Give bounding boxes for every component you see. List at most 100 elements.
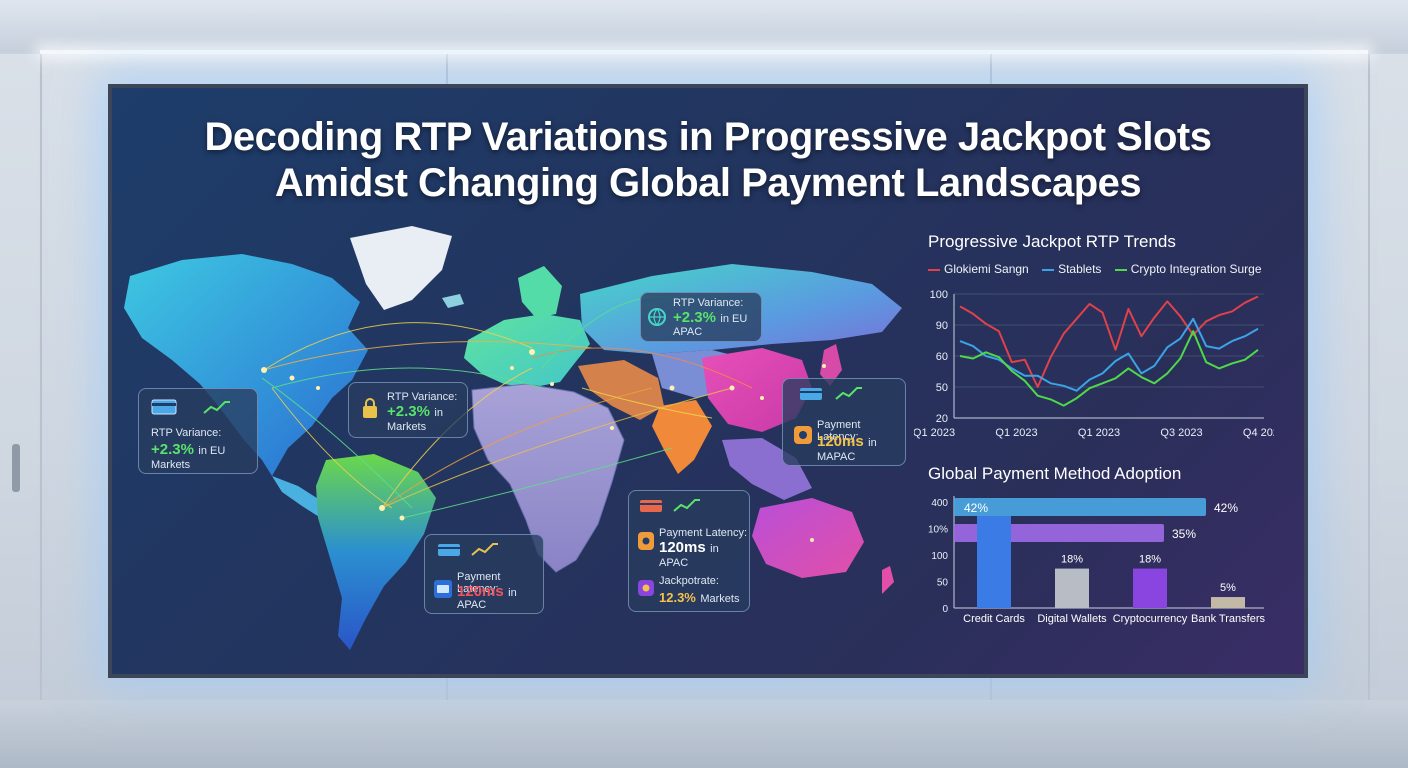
bar <box>1055 568 1089 608</box>
y-tick-label: 100 <box>931 551 948 562</box>
credit-card-icon <box>438 544 460 556</box>
y-tick-label: 10% <box>928 525 948 536</box>
line-chart: 20 50 60 90 100 Q1 2023 Q1 2023 Q1 2023 Q3 2023 Q… <box>914 289 1274 439</box>
category-label: Cryptocurrency <box>1113 613 1188 625</box>
legend-item: Crypto Integration Surge <box>1114 262 1262 276</box>
scandinavia <box>518 266 562 318</box>
x-tick-label: Q4 2024 <box>1243 427 1274 439</box>
page-title: Decoding RTP Variations in Progressive J… <box>112 114 1304 206</box>
door-handle[interactable] <box>12 444 20 492</box>
card-value: 120ms <box>817 433 864 450</box>
y-tick-label: 60 <box>936 351 948 363</box>
credit-card-icon <box>151 399 177 415</box>
rtp-variance-card[interactable]: RTP Variance: +2.3% in EU APAC <box>640 292 762 342</box>
credit-card-icon <box>434 580 452 598</box>
credit-card-icon <box>800 388 822 400</box>
card-suffix: in EU <box>198 445 226 457</box>
x-tick-label: Q1 2023 <box>1078 427 1120 439</box>
city-markers <box>261 349 826 542</box>
card-extra-label: Jackpotrate: <box>659 575 719 587</box>
legend-item: Stablets <box>1042 262 1101 276</box>
card-footer: Markets <box>151 459 191 471</box>
rtp-variance-card[interactable]: RTP Variance: +2.3% in Markets <box>348 382 468 438</box>
y-tick-label: 90 <box>936 320 948 332</box>
bar <box>1133 568 1167 608</box>
wall-panel-seam <box>1368 54 1370 714</box>
title-line-2: Amidst Changing Global Payment Landscape… <box>274 161 1142 205</box>
bar-chart-title: Global Payment Method Adoption <box>928 464 1182 483</box>
bank-icon <box>794 426 812 444</box>
y-tick-label: 50 <box>936 382 948 394</box>
legend-item: Glokiemi Sangn <box>928 262 1029 276</box>
series-line <box>959 295 1259 388</box>
wall-panel-seam <box>40 54 42 714</box>
card-footer: Markets <box>387 421 427 433</box>
bar-value-label: 18% <box>1061 554 1083 566</box>
lock-icon <box>363 398 377 418</box>
legend-label: Stablets <box>1058 262 1102 276</box>
x-tick-label: Q1 2023 <box>995 427 1037 439</box>
rtp-variance-card[interactable]: RTP Variance: +2.3% in EU Markets <box>138 388 258 474</box>
card-value: +2.3% <box>673 309 716 326</box>
y-tick-label: 0 <box>942 604 948 615</box>
card-suffix: in <box>868 437 877 449</box>
card-label: Payment Latency: <box>817 419 861 443</box>
north-america <box>124 254 368 476</box>
ceiling <box>0 0 1408 52</box>
card-suffix: in <box>710 543 719 555</box>
series-line <box>959 330 1259 407</box>
trend-up-icon <box>835 387 862 400</box>
floor <box>0 700 1408 768</box>
hbar-inner-label: 42% <box>964 501 988 515</box>
card-suffix: in <box>508 587 517 599</box>
y-tick-label: 400 <box>931 498 948 509</box>
card-footer: APAC <box>659 557 689 569</box>
payment-latency-card[interactable]: Payment Latency: 120ms in MAPAC <box>782 378 906 466</box>
category-label: Credit Cards <box>963 613 1025 625</box>
world-map <box>124 226 902 650</box>
trend-up-icon <box>673 499 700 512</box>
card-suffix: in <box>434 407 443 419</box>
dashboard-screen: Decoding RTP Variations in Progressive J… <box>108 84 1308 678</box>
category-label: Bank Transfers <box>1191 613 1265 625</box>
middle-east <box>578 360 664 420</box>
bar-value-label: 18% <box>1139 554 1161 566</box>
y-tick-label: 20 <box>936 413 948 425</box>
payment-latency-card[interactable]: Payment Latency: 120ms in APAC Jackpotra… <box>628 490 750 612</box>
globe-icon <box>648 308 666 327</box>
hbar <box>954 498 1206 516</box>
card-extra-suffix: Markets <box>700 593 740 605</box>
bar <box>977 516 1011 608</box>
australia <box>752 498 864 578</box>
hbar-end-label: 42% <box>1214 501 1238 515</box>
card-value: 120ms <box>457 583 504 600</box>
card-value: 120ms <box>659 539 706 556</box>
y-tick-label: 100 <box>930 289 948 301</box>
card-label: RTP Variance: <box>673 297 744 309</box>
legend-label: Glokiemi Sangn <box>944 262 1029 276</box>
south-america <box>316 454 436 650</box>
bar-value-label: 5% <box>1220 582 1236 594</box>
x-tick-label: Q3 2023 <box>1160 427 1202 439</box>
new-zealand <box>882 566 894 594</box>
credit-card-icon <box>640 500 662 512</box>
line-chart-legend: Glokiemi Sangn Stablets Crypto Integrati… <box>928 262 1272 276</box>
card-value: +2.3% <box>387 403 430 420</box>
bank-icon <box>638 532 654 550</box>
line-chart-title: Progressive Jackpot RTP Trends <box>928 232 1176 251</box>
legend-label: Crypto Integration Surge <box>1130 262 1262 276</box>
iceland <box>442 294 464 308</box>
card-label: RTP Variance: <box>387 391 458 403</box>
x-tick-label: Q1 2023 <box>914 427 955 439</box>
card-footer: APAC <box>673 326 703 338</box>
series-line <box>959 317 1259 392</box>
card-label: Payment Latency: <box>659 527 748 539</box>
southeast-asia <box>722 438 812 500</box>
card-value: +2.3% <box>151 441 194 458</box>
payment-latency-card[interactable]: Payment Latency: 120ms in APAC <box>424 534 544 614</box>
india <box>652 400 712 474</box>
card-label: Payment Latency: <box>457 571 501 595</box>
card-footer: APAC <box>457 599 487 611</box>
jackpot-icon <box>638 580 654 596</box>
europe <box>464 314 590 388</box>
